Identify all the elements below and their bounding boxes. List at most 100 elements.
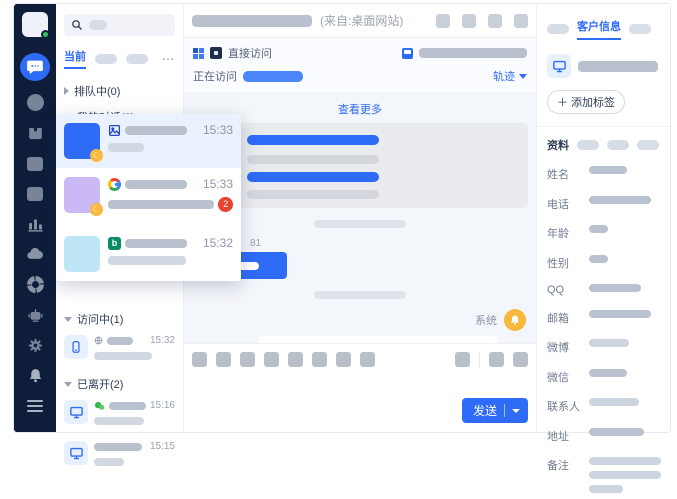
- left-visitor-row[interactable]: 15:16: [64, 400, 175, 431]
- toolbar-settings-button[interactable]: [513, 352, 528, 367]
- dialog-item[interactable]: b 15:32: [56, 227, 241, 281]
- field-label: 邮箱: [547, 312, 569, 325]
- left-visitor-row[interactable]: 15:15: [64, 441, 175, 472]
- field-row[interactable]: 性别: [547, 254, 660, 271]
- aperture-icon: [26, 276, 44, 294]
- toolbar-quickreply-button[interactable]: [288, 352, 303, 367]
- name-skeleton: [107, 336, 133, 345]
- add-tag-button[interactable]: ＋ 添加标签: [547, 90, 626, 114]
- avatar: ☾: [64, 123, 103, 162]
- toolbar-more-button[interactable]: [360, 352, 375, 367]
- search-input[interactable]: [64, 14, 175, 36]
- field-label: 电话: [547, 198, 569, 211]
- dialog-item[interactable]: ☾ 15:33 2: [56, 168, 241, 227]
- field-value-skeleton: [589, 225, 608, 233]
- customer-name-skeleton: [578, 60, 658, 72]
- globe-icon: [94, 336, 103, 345]
- nav-menu[interactable]: [20, 392, 50, 420]
- name-skeleton: [94, 442, 142, 451]
- desktop-icon: [547, 54, 571, 78]
- toolbar-evaluate-button[interactable]: [312, 352, 327, 367]
- nav-settings[interactable]: [20, 331, 50, 359]
- nav-statistics[interactable]: [20, 210, 50, 238]
- header-action-3[interactable]: [488, 13, 502, 28]
- section-queue[interactable]: 排队中(0): [64, 83, 175, 99]
- field-label: 性别: [547, 257, 569, 270]
- nav-panel-a[interactable]: [20, 149, 50, 177]
- meta-skeleton: [94, 417, 144, 425]
- toolbar-link-button[interactable]: [264, 352, 279, 367]
- image-icon: [108, 124, 121, 137]
- header-action-2[interactable]: [462, 13, 476, 28]
- header-action-4[interactable]: [514, 13, 528, 28]
- more-options-icon[interactable]: ⋯: [162, 51, 175, 66]
- section-visiting[interactable]: 访问中(1): [64, 311, 175, 327]
- system-message-card[interactable]: [259, 336, 497, 343]
- field-value-skeleton: [589, 398, 639, 406]
- field-row[interactable]: QQ: [547, 284, 660, 296]
- view-more-link[interactable]: 查看更多: [338, 104, 382, 116]
- square-icon: [27, 186, 43, 201]
- field-value-skeleton: [589, 485, 623, 493]
- nav-panel-b[interactable]: [20, 180, 50, 208]
- field-row[interactable]: 联系人: [547, 398, 660, 414]
- trajectory-step-skeleton: [247, 190, 379, 199]
- nav-robot[interactable]: [20, 301, 50, 329]
- message-input[interactable]: [192, 367, 528, 398]
- field-row[interactable]: 邮箱: [547, 309, 660, 326]
- section-left[interactable]: 已离开(2): [64, 376, 175, 392]
- gear-icon: [27, 337, 44, 354]
- send-options-icon[interactable]: [512, 408, 520, 413]
- trail-toggle[interactable]: 轨迹: [493, 68, 527, 84]
- field-value-skeleton: [589, 471, 661, 479]
- field-value-skeleton: [589, 339, 629, 347]
- visitor-row[interactable]: 15:32: [64, 335, 175, 366]
- profile-tab-skeleton[interactable]: [637, 140, 659, 150]
- moon-status-badge: ☾: [90, 149, 103, 162]
- profile-tab-skeleton[interactable]: [577, 140, 599, 150]
- toolbar-emoji-button[interactable]: [192, 352, 207, 367]
- nav-rail: [14, 4, 56, 432]
- send-button[interactable]: 发送: [461, 398, 528, 423]
- toolbar-image-button[interactable]: [216, 352, 231, 367]
- visit-time: 15:32: [149, 335, 175, 346]
- tab-skeleton-2[interactable]: [126, 53, 148, 64]
- preview-skeleton: [108, 143, 144, 152]
- field-row[interactable]: 姓名: [547, 166, 660, 182]
- toolbar-history-button[interactable]: [455, 352, 470, 367]
- field-row[interactable]: 微信: [547, 368, 660, 385]
- robot-icon: [27, 307, 44, 324]
- nav-notifications[interactable]: [20, 361, 50, 389]
- meta-skeleton: [94, 352, 152, 360]
- chevron-down-icon: [64, 381, 72, 387]
- nav-workbench[interactable]: [20, 119, 50, 147]
- field-value-skeleton: [589, 427, 644, 436]
- field-row[interactable]: 备注: [547, 457, 661, 499]
- cust-tab-skeleton-1[interactable]: [547, 24, 569, 34]
- nav-presence[interactable]: [20, 89, 50, 117]
- field-row[interactable]: 电话: [547, 195, 660, 212]
- toolbar-end-button[interactable]: [489, 352, 504, 367]
- app-window: 当前 ⋯ 排队中(0) 我的对话(3) 访问中(1): [13, 3, 671, 493]
- profile-tab-skeleton[interactable]: [607, 140, 629, 150]
- field-row[interactable]: 年龄: [547, 225, 660, 241]
- field-value-skeleton: [589, 195, 651, 204]
- toolbar-file-button[interactable]: [240, 352, 255, 367]
- tab-current[interactable]: 当前: [64, 48, 86, 69]
- field-row[interactable]: 微博: [547, 339, 660, 355]
- tab-skeleton-1[interactable]: [95, 53, 117, 64]
- nav-apps[interactable]: [20, 271, 50, 299]
- header-action-1[interactable]: [436, 13, 450, 28]
- search-placeholder-skeleton: [89, 20, 107, 30]
- app-logo[interactable]: [22, 12, 50, 39]
- field-label: 微博: [547, 342, 569, 354]
- dialog-item[interactable]: ☾ 15:33: [56, 114, 241, 168]
- cust-tab-skeleton-2[interactable]: [629, 24, 651, 34]
- customer-info-tab[interactable]: 客户信息: [577, 18, 621, 40]
- nav-conversations[interactable]: [20, 52, 50, 81]
- search-icon: [71, 19, 83, 31]
- toolbar-transfer-button[interactable]: [336, 352, 351, 367]
- field-row[interactable]: 地址: [547, 427, 660, 444]
- nav-cloud[interactable]: [20, 240, 50, 268]
- workbench-icon: [27, 125, 44, 142]
